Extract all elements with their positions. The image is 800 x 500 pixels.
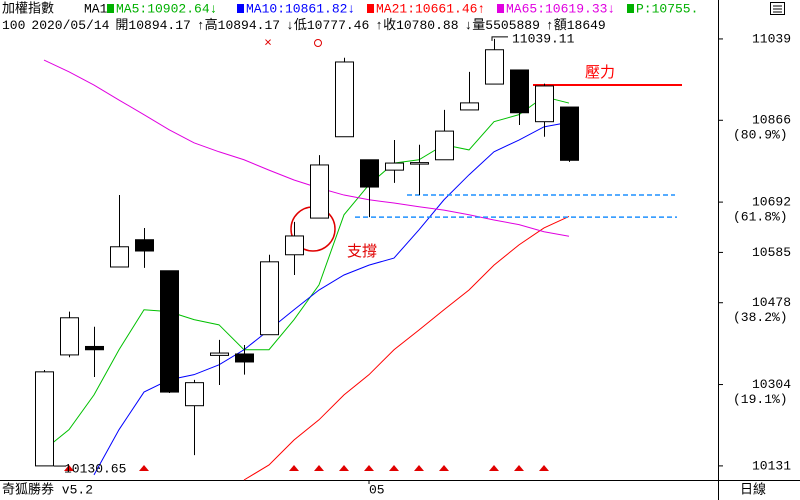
y-tick-label: 10585 [752,245,791,260]
indicator-label: MA21:10661.46↑ [376,1,485,16]
indicator-swatch [627,4,634,13]
candle-body [260,261,279,336]
candle-body [235,353,254,363]
candle-body [110,246,129,268]
software-name: 奇狐勝券 v5.2 [2,481,93,497]
candle-body [285,235,304,256]
fib-label: (38.2%) [733,310,788,325]
indicator-swatch [367,4,374,13]
candle-body [385,162,404,171]
y-tick-label: 10866 [752,113,791,128]
indicator-swatch [497,4,504,13]
quote-line: 100 2020/05/14 開10894.17 ↑高10894.17 ↓低10777.… [2,17,606,33]
indicator-swatch [237,4,244,13]
resistance-label: 壓力 [585,64,615,82]
candle-body [535,85,554,123]
quote-item: 100 [2,18,25,33]
candle-body [510,69,529,114]
x-tick-label: 05 [369,482,385,497]
indicator-label: MA5:10902.64↓ [116,1,217,16]
indicators: MA5:10902.64↓ MA10:10861.82↓ MA21:10661.46… [107,1,698,16]
fib-label: (80.9%) [733,128,788,143]
candle-body [460,102,479,111]
candle-body [360,159,379,188]
candle-body [410,162,429,165]
candle-body [160,270,179,393]
candle-body [560,106,579,161]
header: 加權指數 MA1 MA5:10902.64↓ MA10:10861.82↓ MA21… [2,1,698,33]
candle-body [335,61,354,138]
candle-body [210,352,229,356]
fib-label: (19.1%) [733,392,788,407]
candle-body [60,317,79,356]
quote-item: ↑額18649 [546,18,606,33]
quote-item: ↑高10894.17 [197,17,280,33]
index-name: 加權指數 [2,1,54,16]
quote-item: 開10894.17 [115,18,190,33]
candle-body [310,164,329,219]
candle-body [135,239,154,252]
quote-item: 2020/05/14 [31,18,109,33]
period-label: 日線 [740,481,766,497]
buy-marker [314,39,322,47]
quote-item: ↓量5505889 [465,18,540,33]
y-tick-label: 10478 [752,295,791,310]
indicator-label: MA65:10619.33↓ [506,1,615,16]
indicator-label: P:10755. [636,1,698,16]
max-label: 11039.11 [512,31,575,46]
candle-body [435,130,454,161]
indicator-label: MA10:10861.82↓ [246,1,355,16]
support-label: 支撐 [347,243,377,261]
indicator-swatch [107,4,114,13]
y-tick-label: 11039 [752,31,791,46]
ma-line [243,216,570,481]
ma-line [43,59,570,237]
candle-body [85,345,104,351]
period: MA1 [84,1,108,16]
y-tick-label: 10304 [752,377,791,392]
quote-item: ↓低10777.46 [286,18,369,33]
candle-body [485,49,504,85]
fib-label: (61.8%) [733,210,788,225]
ma-line [43,96,570,451]
y-tick-label: 10131 [752,458,791,473]
min-label: 10130.65 [64,461,126,476]
candle-body [35,371,54,467]
y-tick-label: 10692 [752,195,791,210]
signals [64,465,549,471]
quote-item: ↑收10780.88 [375,18,458,33]
candle-body [185,382,204,407]
sell-marker: × [264,35,272,50]
